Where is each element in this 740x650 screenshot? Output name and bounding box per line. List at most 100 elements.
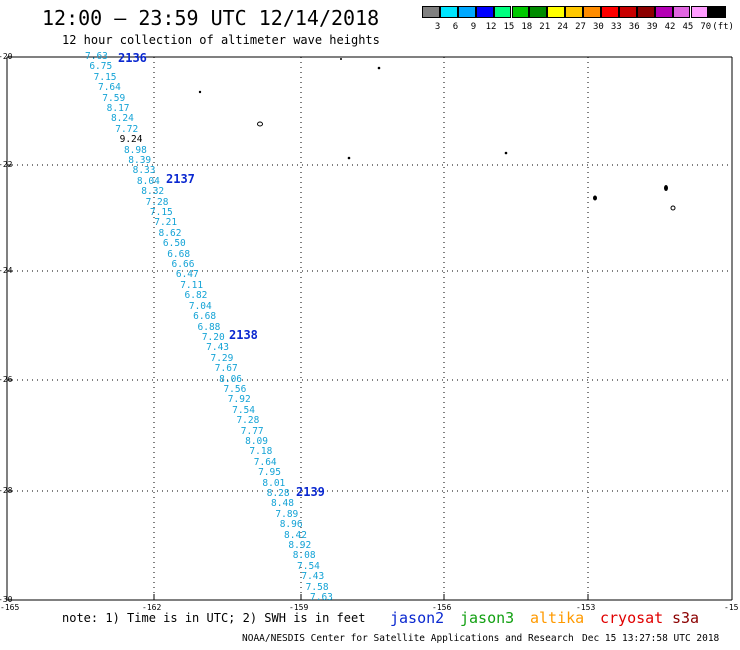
swh-value: 7.18 xyxy=(249,446,273,458)
swh-value: 8.62 xyxy=(158,227,182,239)
lon-label: -15 xyxy=(724,603,739,612)
swh-value: 7.56 xyxy=(223,383,247,395)
legend-label: 21 xyxy=(539,22,551,32)
legend-label: 39 xyxy=(646,22,658,32)
legend-swatch xyxy=(493,6,512,18)
swh-value: 8.48 xyxy=(271,498,294,510)
swh-value: 6.50 xyxy=(162,238,186,250)
legend-swatch xyxy=(511,6,530,18)
legend-swatch xyxy=(618,6,637,18)
legend-label: 42 xyxy=(664,22,676,32)
swh-value: 8.06 xyxy=(219,373,243,385)
swh-value: 8.92 xyxy=(288,539,312,551)
island xyxy=(664,185,668,191)
legend-swatch xyxy=(708,6,727,18)
lon-label: -156 xyxy=(432,603,452,612)
swh-value: 7.92 xyxy=(227,394,251,406)
swh-value: 8.98 xyxy=(123,144,147,156)
swh-value: 6.66 xyxy=(171,259,195,271)
lat-label: -24 xyxy=(0,266,13,275)
sat-label-jason2: jason2 xyxy=(390,609,445,627)
swh-value: 7.72 xyxy=(115,123,139,135)
swh-value: 7.54 xyxy=(232,404,255,416)
island xyxy=(347,156,351,160)
island xyxy=(504,151,508,155)
swh-value: 7.21 xyxy=(154,217,178,229)
island xyxy=(257,121,263,127)
legend-label: 6 xyxy=(452,22,459,32)
swh-value: 7.77 xyxy=(240,425,264,437)
swh-value: 7.63 xyxy=(310,592,333,603)
swh-value: 9.24 xyxy=(119,134,143,146)
legend-swatch xyxy=(672,6,691,18)
lat-label: -26 xyxy=(0,375,13,384)
lat-label: -22 xyxy=(0,160,13,169)
legend-label: 27 xyxy=(575,22,586,32)
island xyxy=(593,195,597,201)
pass-number: 2137 xyxy=(166,172,195,186)
map-title: 12:00 – 23:59 UTC 12/14/2018 xyxy=(42,6,380,30)
swh-value: 8.08 xyxy=(292,550,316,562)
lon-label: -153 xyxy=(576,603,596,612)
legend-swatch xyxy=(422,6,440,18)
legend-swatch xyxy=(547,6,566,18)
pass-number: 2136 xyxy=(118,51,147,65)
swh-value: 6.68 xyxy=(167,248,191,260)
swh-value: 7.29 xyxy=(210,352,234,364)
swh-value: 8.32 xyxy=(141,186,165,198)
swh-value: 7.89 xyxy=(275,508,299,520)
lon-label: -162 xyxy=(142,603,162,612)
island xyxy=(340,58,342,60)
sat-label-cryosat: cryosat xyxy=(600,609,664,627)
swh-value: 7.43 xyxy=(301,571,325,583)
legend-swatch xyxy=(583,6,601,18)
footer-note: note: 1) Time is in UTC; 2) SWH is in fe… xyxy=(62,611,366,625)
swh-value: 8.42 xyxy=(284,529,307,541)
swh-value: 7.28 xyxy=(145,196,169,208)
swh-value: 7.58 xyxy=(305,581,329,593)
legend-label: 36 xyxy=(628,22,640,32)
lat-label: -30 xyxy=(0,595,13,604)
legend-swatch xyxy=(475,6,494,18)
pass-number: 2138 xyxy=(229,328,258,342)
legend-swatch xyxy=(601,6,619,18)
swh-value: 6.68 xyxy=(193,311,217,323)
swh-value: 6.82 xyxy=(184,290,208,302)
lat-label: -20 xyxy=(0,52,13,61)
legend-label: 33 xyxy=(610,22,622,32)
island xyxy=(198,90,202,94)
legend-swatch xyxy=(529,6,548,18)
legend-label: 3 xyxy=(434,22,441,32)
legend-swatch xyxy=(457,6,476,18)
swh-value: 7.54 xyxy=(297,560,320,572)
legend-label: 30 xyxy=(593,22,604,32)
swh-value: 7.28 xyxy=(236,415,260,427)
swh-value: 8.09 xyxy=(245,435,268,447)
legend-label: 15 xyxy=(503,22,515,32)
swh-value: 7.64 xyxy=(253,456,277,468)
island xyxy=(377,66,381,70)
legend-swatch xyxy=(690,6,709,18)
swh-value: 8.28 xyxy=(266,487,290,499)
swh-value: 7.04 xyxy=(188,300,212,312)
legend-swatch xyxy=(439,6,458,18)
swh-value: 8.04 xyxy=(136,175,160,187)
swh-value: 7.59 xyxy=(102,92,126,104)
pass-number: 2139 xyxy=(296,485,325,499)
swh-value: 7.67 xyxy=(214,363,238,375)
swh-value: 8.96 xyxy=(279,519,303,531)
legend-swatch xyxy=(654,6,673,18)
swh-value: 8.39 xyxy=(128,155,152,167)
legend-label: 12 xyxy=(485,22,497,32)
swh-value: 7.15 xyxy=(93,71,117,83)
island-group xyxy=(198,58,676,211)
swh-value: 7.11 xyxy=(180,279,204,291)
swh-value: 7.64 xyxy=(97,82,121,94)
swh-value: 6.75 xyxy=(89,61,113,73)
legend-label: 24 xyxy=(557,22,569,32)
legend-label: 9 xyxy=(470,22,477,32)
legend-label: 45 xyxy=(682,22,694,32)
swh-value: 8.17 xyxy=(106,103,130,115)
sat-label-jason3: jason3 xyxy=(460,609,515,627)
